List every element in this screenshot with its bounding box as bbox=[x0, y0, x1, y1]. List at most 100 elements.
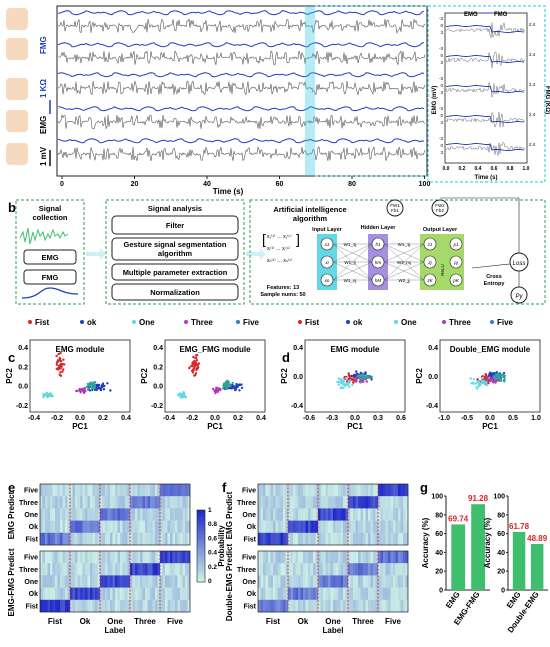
heatmap-cell bbox=[142, 484, 146, 497]
heatmap-cell bbox=[303, 520, 306, 533]
heatmap-cell bbox=[87, 508, 91, 521]
x-axis-label: Label bbox=[105, 626, 126, 635]
heatmap-cell bbox=[265, 508, 269, 521]
scatter-point bbox=[495, 371, 498, 374]
heatmap-cell bbox=[270, 551, 274, 564]
heatmap-cell bbox=[182, 587, 186, 600]
heatmap-cell bbox=[323, 599, 326, 613]
heatmap-cell bbox=[60, 484, 63, 497]
heatmap-cell bbox=[350, 575, 354, 588]
heatmap-cell bbox=[328, 575, 331, 588]
heatmap-cell bbox=[375, 520, 379, 533]
heatmap-cell bbox=[55, 599, 58, 613]
output-node bbox=[449, 255, 463, 269]
heatmap-cell bbox=[150, 520, 153, 533]
heatmap-cell bbox=[288, 484, 291, 497]
inset-left-tick-label: 0 bbox=[440, 113, 443, 118]
heatmap-cell bbox=[55, 520, 58, 533]
heatmap-cell bbox=[325, 551, 329, 564]
hidden-layer-label: Hidden Layer bbox=[361, 225, 397, 231]
y-tick-label: 40 bbox=[497, 550, 505, 557]
heatmap-cell bbox=[157, 532, 161, 546]
heatmap-cell bbox=[150, 508, 153, 521]
heatmap-cell bbox=[305, 587, 309, 600]
heatmap-cell bbox=[300, 532, 304, 546]
heatmap-cell bbox=[328, 484, 331, 497]
colorbar-label: Probability bbox=[217, 525, 226, 567]
heatmap-cell bbox=[375, 575, 379, 588]
heatmap-cell bbox=[135, 484, 138, 497]
scatter-point bbox=[193, 366, 196, 370]
edge bbox=[332, 261, 373, 281]
heatmap-cell bbox=[378, 587, 381, 600]
heatmap-cell bbox=[120, 508, 123, 521]
heatmap-cell bbox=[70, 484, 73, 497]
signal-traces bbox=[57, 10, 426, 162]
heatmap-cell bbox=[405, 532, 409, 546]
legend-label: Five bbox=[243, 318, 260, 327]
heatmap-cell bbox=[132, 551, 136, 564]
heatmap-cell bbox=[308, 587, 311, 600]
heatmap-cell bbox=[318, 575, 321, 588]
scatter-point bbox=[42, 396, 45, 399]
heatmap-cell bbox=[338, 520, 341, 533]
heatmap-cell bbox=[330, 508, 334, 521]
panel-e-letter: e bbox=[8, 480, 15, 495]
heatmap-cell bbox=[127, 496, 131, 509]
heatmap-cell bbox=[52, 563, 56, 576]
heatmap-cell bbox=[345, 532, 349, 546]
heatmap-cell bbox=[390, 520, 394, 533]
row-label: One bbox=[242, 512, 256, 519]
heatmap-cell bbox=[265, 496, 269, 509]
heatmap-cell bbox=[353, 520, 356, 533]
heatmap-cell bbox=[162, 551, 166, 564]
heatmap-cell bbox=[107, 599, 111, 613]
heatmap-cell bbox=[258, 563, 261, 576]
heatmap-cell bbox=[87, 496, 91, 509]
scatter-point bbox=[62, 363, 66, 366]
heatmap-cell bbox=[165, 575, 168, 588]
heatmap-cell bbox=[42, 587, 46, 600]
heatmap-cell bbox=[350, 599, 354, 613]
heatmap-cell bbox=[388, 587, 391, 600]
inset-left-tick-label: 3 bbox=[440, 150, 443, 155]
py-label: Py bbox=[515, 294, 523, 300]
heatmap-cell bbox=[270, 496, 274, 509]
heatmap-cell bbox=[82, 532, 86, 546]
heatmap-cell bbox=[132, 599, 136, 613]
heatmap-cell bbox=[147, 532, 151, 546]
heatmap-cell bbox=[318, 520, 321, 533]
heatmap-cell bbox=[333, 587, 336, 600]
inset-left-tick-label: 3 bbox=[440, 30, 443, 35]
y-tick-label: 0.0 bbox=[153, 384, 163, 391]
inset-left-tick-label: -3 bbox=[439, 106, 443, 111]
colorbar-step bbox=[197, 528, 205, 530]
heatmap-cell bbox=[182, 532, 186, 546]
heatmap-cell bbox=[162, 575, 166, 588]
heatmap-cell bbox=[140, 496, 143, 509]
heatmap-cell bbox=[295, 520, 299, 533]
heatmap-cell bbox=[87, 551, 91, 564]
heatmap-cell bbox=[102, 599, 106, 613]
scatter-point bbox=[59, 351, 62, 355]
heatmap-cell bbox=[117, 563, 121, 576]
heatmap-cell bbox=[300, 599, 304, 613]
heatmap-cell bbox=[285, 508, 289, 521]
heatmap-cell bbox=[360, 484, 364, 497]
heatmap-cell bbox=[385, 551, 389, 564]
step-extraction bbox=[111, 263, 239, 281]
heatmap-cell bbox=[315, 587, 319, 600]
row-label: Fist bbox=[26, 536, 39, 543]
heatmap-cell bbox=[303, 484, 306, 497]
scatter-point bbox=[83, 389, 87, 392]
heatmap-cell bbox=[320, 496, 324, 509]
heatmap-cell bbox=[167, 532, 171, 546]
heatmap-cell bbox=[87, 532, 91, 546]
inset-left-tick-label: 0 bbox=[440, 143, 443, 148]
heatmap-cell bbox=[177, 587, 181, 600]
heatmap-cell bbox=[135, 575, 138, 588]
heatmap-cell bbox=[180, 599, 183, 613]
heatmap-cell bbox=[90, 496, 93, 509]
scatter-point bbox=[364, 372, 367, 376]
colorbar-step bbox=[197, 540, 205, 543]
